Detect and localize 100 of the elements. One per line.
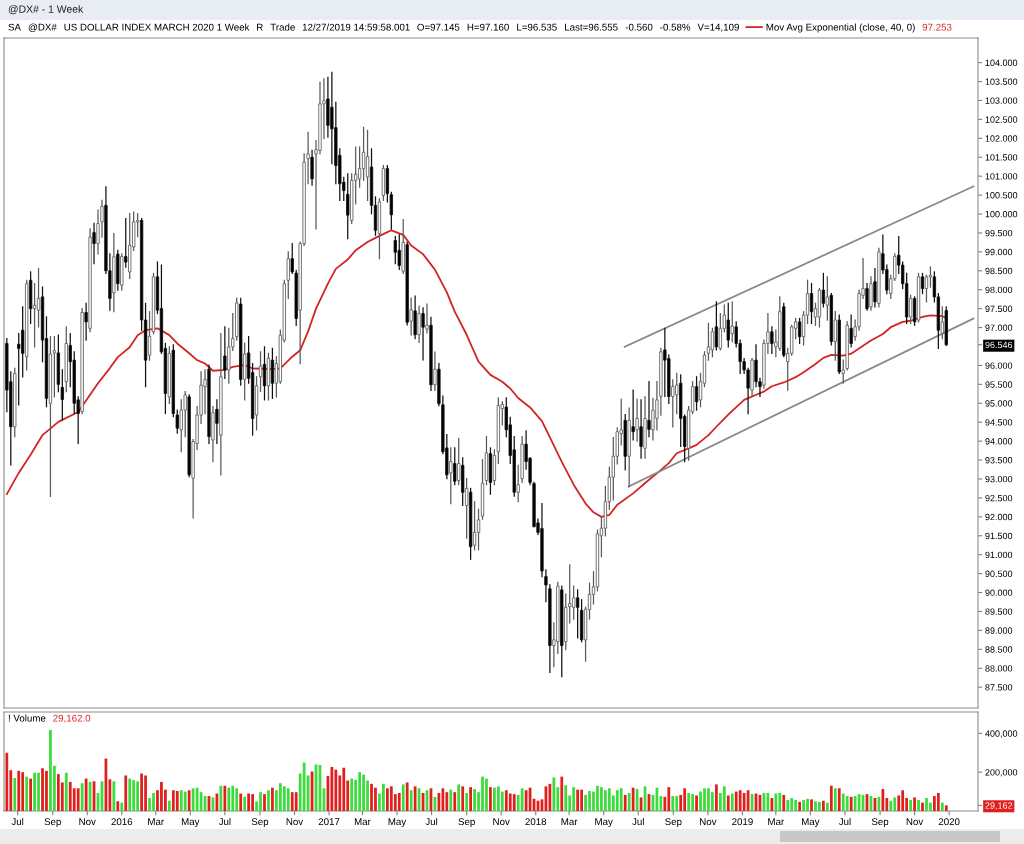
bar [707, 788, 710, 811]
bar [917, 799, 920, 811]
bar [112, 781, 116, 811]
bar [552, 777, 556, 811]
candlestick [809, 283, 814, 325]
y-tick-label: 200,000 [985, 769, 1018, 777]
y-tick-label: 100.000 [985, 210, 1018, 218]
y-tick-label: 96.546 [985, 341, 1013, 349]
y-tick-label: 92.000 [985, 513, 1013, 521]
text: Trade [270, 23, 295, 31]
candlestick [821, 272, 826, 308]
bar [350, 778, 354, 811]
x-tick-label: May [181, 818, 200, 828]
bar [833, 788, 837, 811]
bar [714, 784, 718, 811]
bar [722, 786, 726, 811]
bar [374, 787, 377, 811]
candlestick [575, 589, 580, 639]
candlestick [924, 274, 929, 303]
bar [778, 792, 782, 811]
bar [278, 783, 282, 811]
y-tick-label: 102.500 [985, 116, 1018, 123]
candlestick [346, 173, 350, 240]
bar [607, 788, 611, 811]
bar [936, 792, 940, 811]
bar [239, 793, 243, 811]
bar [889, 800, 893, 811]
candlestick [710, 327, 715, 358]
candlestick [908, 294, 913, 325]
bar [901, 790, 905, 811]
bar [560, 776, 564, 811]
text: -0.58% [660, 23, 691, 31]
x-tick-label: 2020 [938, 818, 960, 826]
bar [512, 794, 516, 811]
bar [41, 768, 44, 811]
bar [584, 794, 587, 811]
bar [144, 775, 147, 811]
x-tick-label: May [388, 818, 407, 828]
candlestick [413, 295, 417, 340]
candlestick [647, 381, 651, 438]
bar [814, 801, 817, 811]
y-tick-label: 92.500 [985, 494, 1013, 502]
x-tick-label: Nov [906, 818, 924, 826]
candlestick [873, 267, 877, 308]
bar [45, 770, 48, 811]
candlestick [417, 305, 421, 343]
bar [572, 787, 576, 811]
bar [302, 762, 306, 811]
candlestick [32, 283, 37, 348]
y-tick-label: 98.000 [985, 286, 1013, 294]
bar [68, 781, 72, 811]
bar [940, 802, 944, 811]
bar [623, 794, 627, 811]
bar [136, 781, 140, 811]
bar [786, 799, 790, 811]
candlestick [770, 326, 774, 354]
bar [219, 785, 223, 811]
candlestick [147, 311, 152, 361]
bar [25, 776, 29, 811]
bar [362, 774, 365, 811]
candlestick [361, 126, 366, 181]
bar [853, 796, 857, 811]
bar [187, 790, 191, 811]
text: SA [8, 23, 21, 31]
bar [56, 774, 60, 811]
y-tick-label: 103.000 [985, 97, 1018, 104]
y-tick-label: 93.500 [985, 457, 1013, 464]
candlestick [849, 314, 853, 348]
y-tick-label: 98.500 [985, 267, 1013, 275]
y-tick-label: 89.500 [985, 608, 1013, 615]
bar [64, 772, 68, 811]
bar [370, 783, 373, 811]
x-tick-label: Jul [11, 817, 24, 826]
bar [445, 792, 449, 811]
y-tick-label: 97.000 [985, 324, 1013, 331]
bar [405, 782, 409, 811]
x-tick-label: Nov [79, 818, 96, 826]
y-tick-label: 95.500 [985, 381, 1013, 388]
y-tick-label: 88.000 [985, 665, 1013, 672]
bar [615, 790, 619, 811]
candlestick [17, 333, 21, 406]
y-tick-label: 104.000 [985, 59, 1018, 66]
candlestick [869, 276, 873, 311]
bar [881, 789, 885, 811]
bar [37, 772, 40, 811]
candlestick [797, 317, 802, 345]
bar [699, 791, 702, 811]
bar [493, 787, 496, 811]
y-tick-label: 87.500 [985, 684, 1013, 691]
bar [703, 788, 706, 811]
bar [782, 794, 786, 811]
text: US DOLLAR INDEX MARCH 2020 1 Week [64, 23, 250, 31]
x-tick-label: Jul [425, 817, 438, 826]
bar [263, 794, 266, 811]
x-tick-label: Nov [700, 818, 717, 826]
text: 12/27/2019 14:59:58.001 [302, 23, 410, 31]
x-tick-label: May [595, 818, 613, 828]
candlestick [397, 234, 401, 270]
bar [124, 775, 128, 811]
bar [148, 797, 151, 811]
